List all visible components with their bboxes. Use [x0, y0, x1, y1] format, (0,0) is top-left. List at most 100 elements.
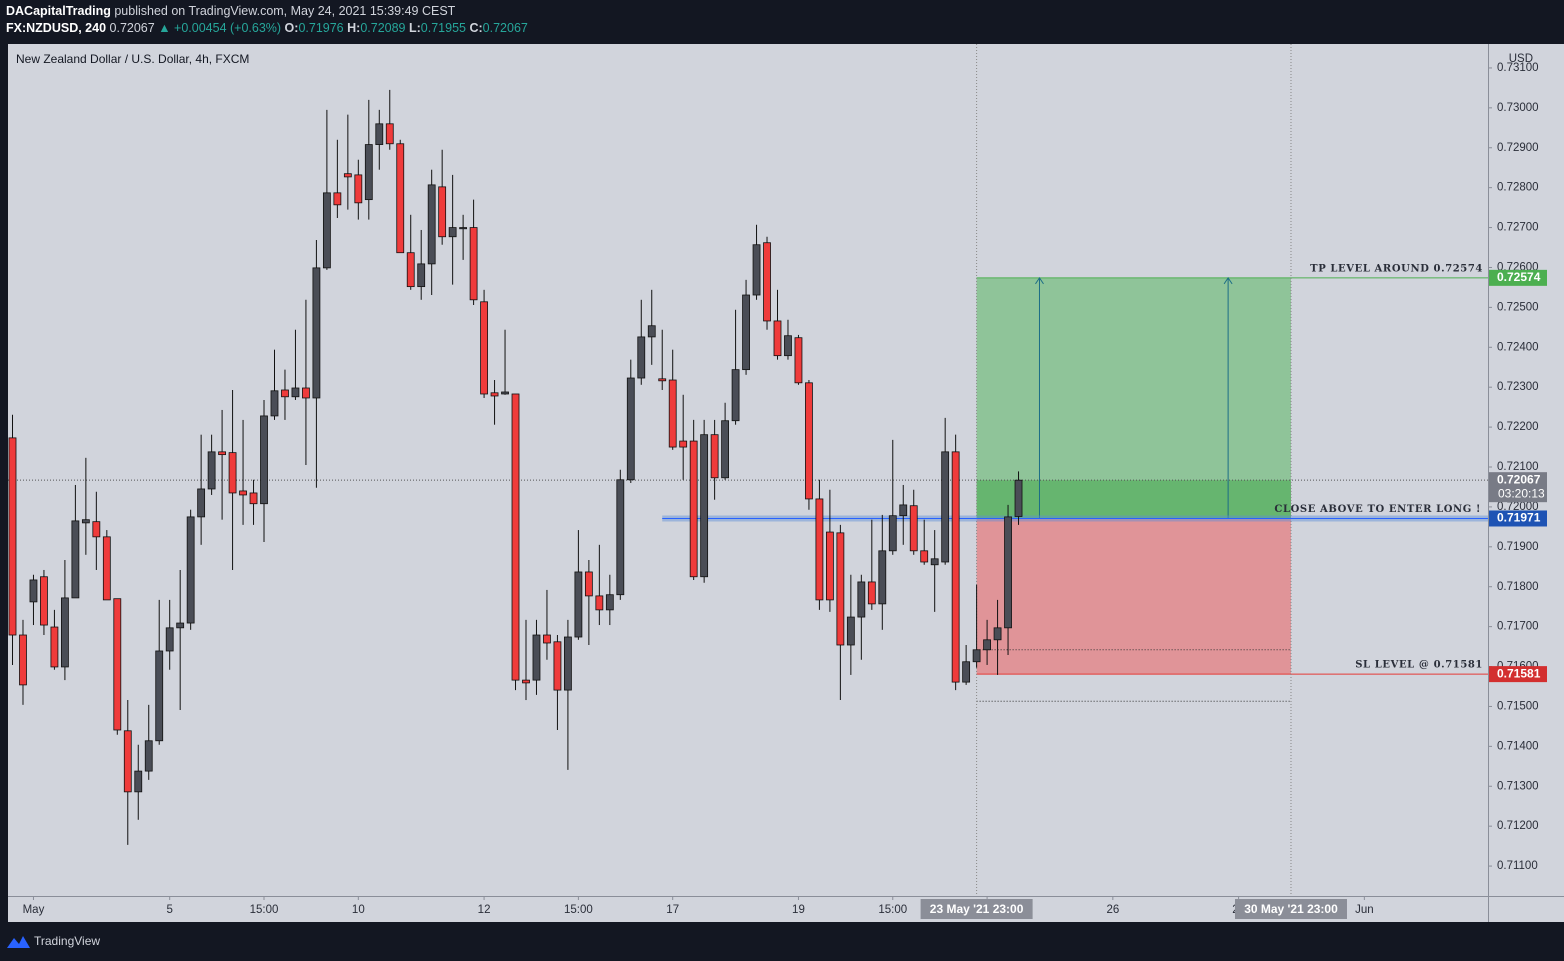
last-price: 0.72067 [110, 21, 155, 35]
x-tick-label: 19 [792, 904, 805, 916]
candle-body [469, 227, 478, 301]
change: ▲ +0.00454 (+0.63%) [158, 21, 281, 35]
candle-body [888, 515, 897, 552]
candle-body [721, 420, 730, 479]
candle-body [260, 415, 268, 505]
candle-body [176, 622, 185, 629]
candle-body [1004, 516, 1012, 629]
candle-body [249, 492, 258, 505]
candle-body [333, 192, 342, 206]
candle-body [165, 627, 174, 652]
candle-body [658, 378, 667, 382]
y-axis-unit: USD [1509, 53, 1533, 65]
time-label: 23 May '21 23:00 [930, 902, 1024, 916]
candle-body [825, 531, 834, 601]
sl-price-tag-bg [1489, 666, 1547, 683]
y-tick-label: 0.71700 [1497, 621, 1539, 633]
candle-body [543, 634, 551, 644]
candle-body [626, 377, 635, 481]
candle-body [50, 626, 59, 668]
candle-body [385, 123, 394, 145]
candle-body [155, 650, 164, 742]
y-tick-label: 0.72300 [1497, 381, 1539, 393]
candle-body [375, 123, 384, 145]
candle-body [941, 451, 950, 563]
candle-body [113, 598, 122, 731]
ohlc-key: H: [347, 21, 360, 35]
x-tick-label: 15:00 [250, 904, 279, 916]
candle-body [19, 634, 27, 686]
position-tool [976, 44, 1488, 896]
candle-body [637, 336, 646, 379]
candle-body [752, 244, 761, 296]
y-tick-label: 0.73100 [1497, 62, 1539, 74]
publisher: DACapitalTrading [6, 4, 111, 18]
current-profit [976, 480, 1291, 519]
candle-body [228, 452, 237, 494]
candle-body [773, 320, 782, 357]
x-tick-label: 15:00 [878, 904, 907, 916]
y-tick-label: 0.72400 [1497, 341, 1539, 353]
candle-body [270, 390, 279, 417]
ohlc-value: 0.72067 [483, 21, 528, 35]
y-tick-label: 0.71200 [1497, 820, 1539, 832]
candle-body [962, 661, 971, 683]
ohlc-key: L: [409, 21, 421, 35]
y-tick-label: 0.72700 [1497, 222, 1539, 234]
sl-price-tag: 0.71581 [1497, 666, 1541, 680]
candle-body [8, 437, 17, 636]
candle-body [427, 184, 436, 265]
candle-body [951, 451, 960, 683]
candle-body [302, 387, 310, 399]
candle-body [972, 649, 981, 663]
header-line-2: FX:NZDUSD, 240 0.72067 ▲ +0.00454 (+0.63… [6, 21, 528, 35]
current-price-tag: 0.72067 [1497, 472, 1541, 486]
y-tick-label: 0.73000 [1497, 102, 1539, 114]
candle-body [595, 595, 604, 611]
tp-price-tag: 0.72574 [1497, 270, 1541, 284]
y-tick-label: 0.72900 [1497, 142, 1539, 154]
candle-body [40, 576, 48, 626]
candle-body [354, 174, 363, 204]
candle-body [312, 267, 321, 399]
candle-body [448, 227, 457, 238]
candle-body [784, 335, 792, 357]
candle-body [322, 192, 331, 269]
candle-body [186, 516, 195, 624]
candle-body [815, 498, 824, 601]
y-tick-label: 0.72200 [1497, 421, 1539, 433]
candle-body [197, 488, 206, 518]
entry-price-tag-bg [1489, 510, 1547, 527]
candle-body [501, 391, 509, 395]
current-price-tag-bg [1489, 472, 1547, 503]
candle-body [291, 387, 300, 398]
candle-body [343, 173, 352, 178]
time-label-bg [920, 899, 1033, 919]
candle-body [679, 440, 688, 448]
y-tick-label: 0.71900 [1497, 541, 1539, 553]
candle-body [584, 571, 593, 597]
x-tick-label: 12 [478, 904, 491, 916]
candle-body [396, 143, 405, 254]
y-tick-label: 0.72000 [1497, 501, 1539, 513]
x-tick-label: 26 [1106, 904, 1119, 916]
candle-body [239, 490, 247, 496]
candle-body [564, 636, 572, 691]
candles [8, 89, 1023, 845]
candle-body [438, 186, 447, 238]
x-tick-label: 17 [666, 904, 679, 916]
logo-shape [7, 936, 30, 948]
candle-body [364, 144, 373, 201]
candle-body [689, 440, 698, 578]
chart-background [8, 44, 1564, 922]
x-tick-label: Jun [1355, 904, 1374, 916]
countdown: 03:20:13 [1498, 486, 1545, 500]
candle-body [668, 379, 677, 448]
candle-body [647, 325, 656, 338]
candle-body [836, 532, 845, 646]
x-tick-label: 15:00 [564, 904, 593, 916]
profit-zone [976, 277, 1291, 519]
candle-body [605, 594, 614, 611]
y-tick-label: 0.71400 [1497, 740, 1539, 752]
